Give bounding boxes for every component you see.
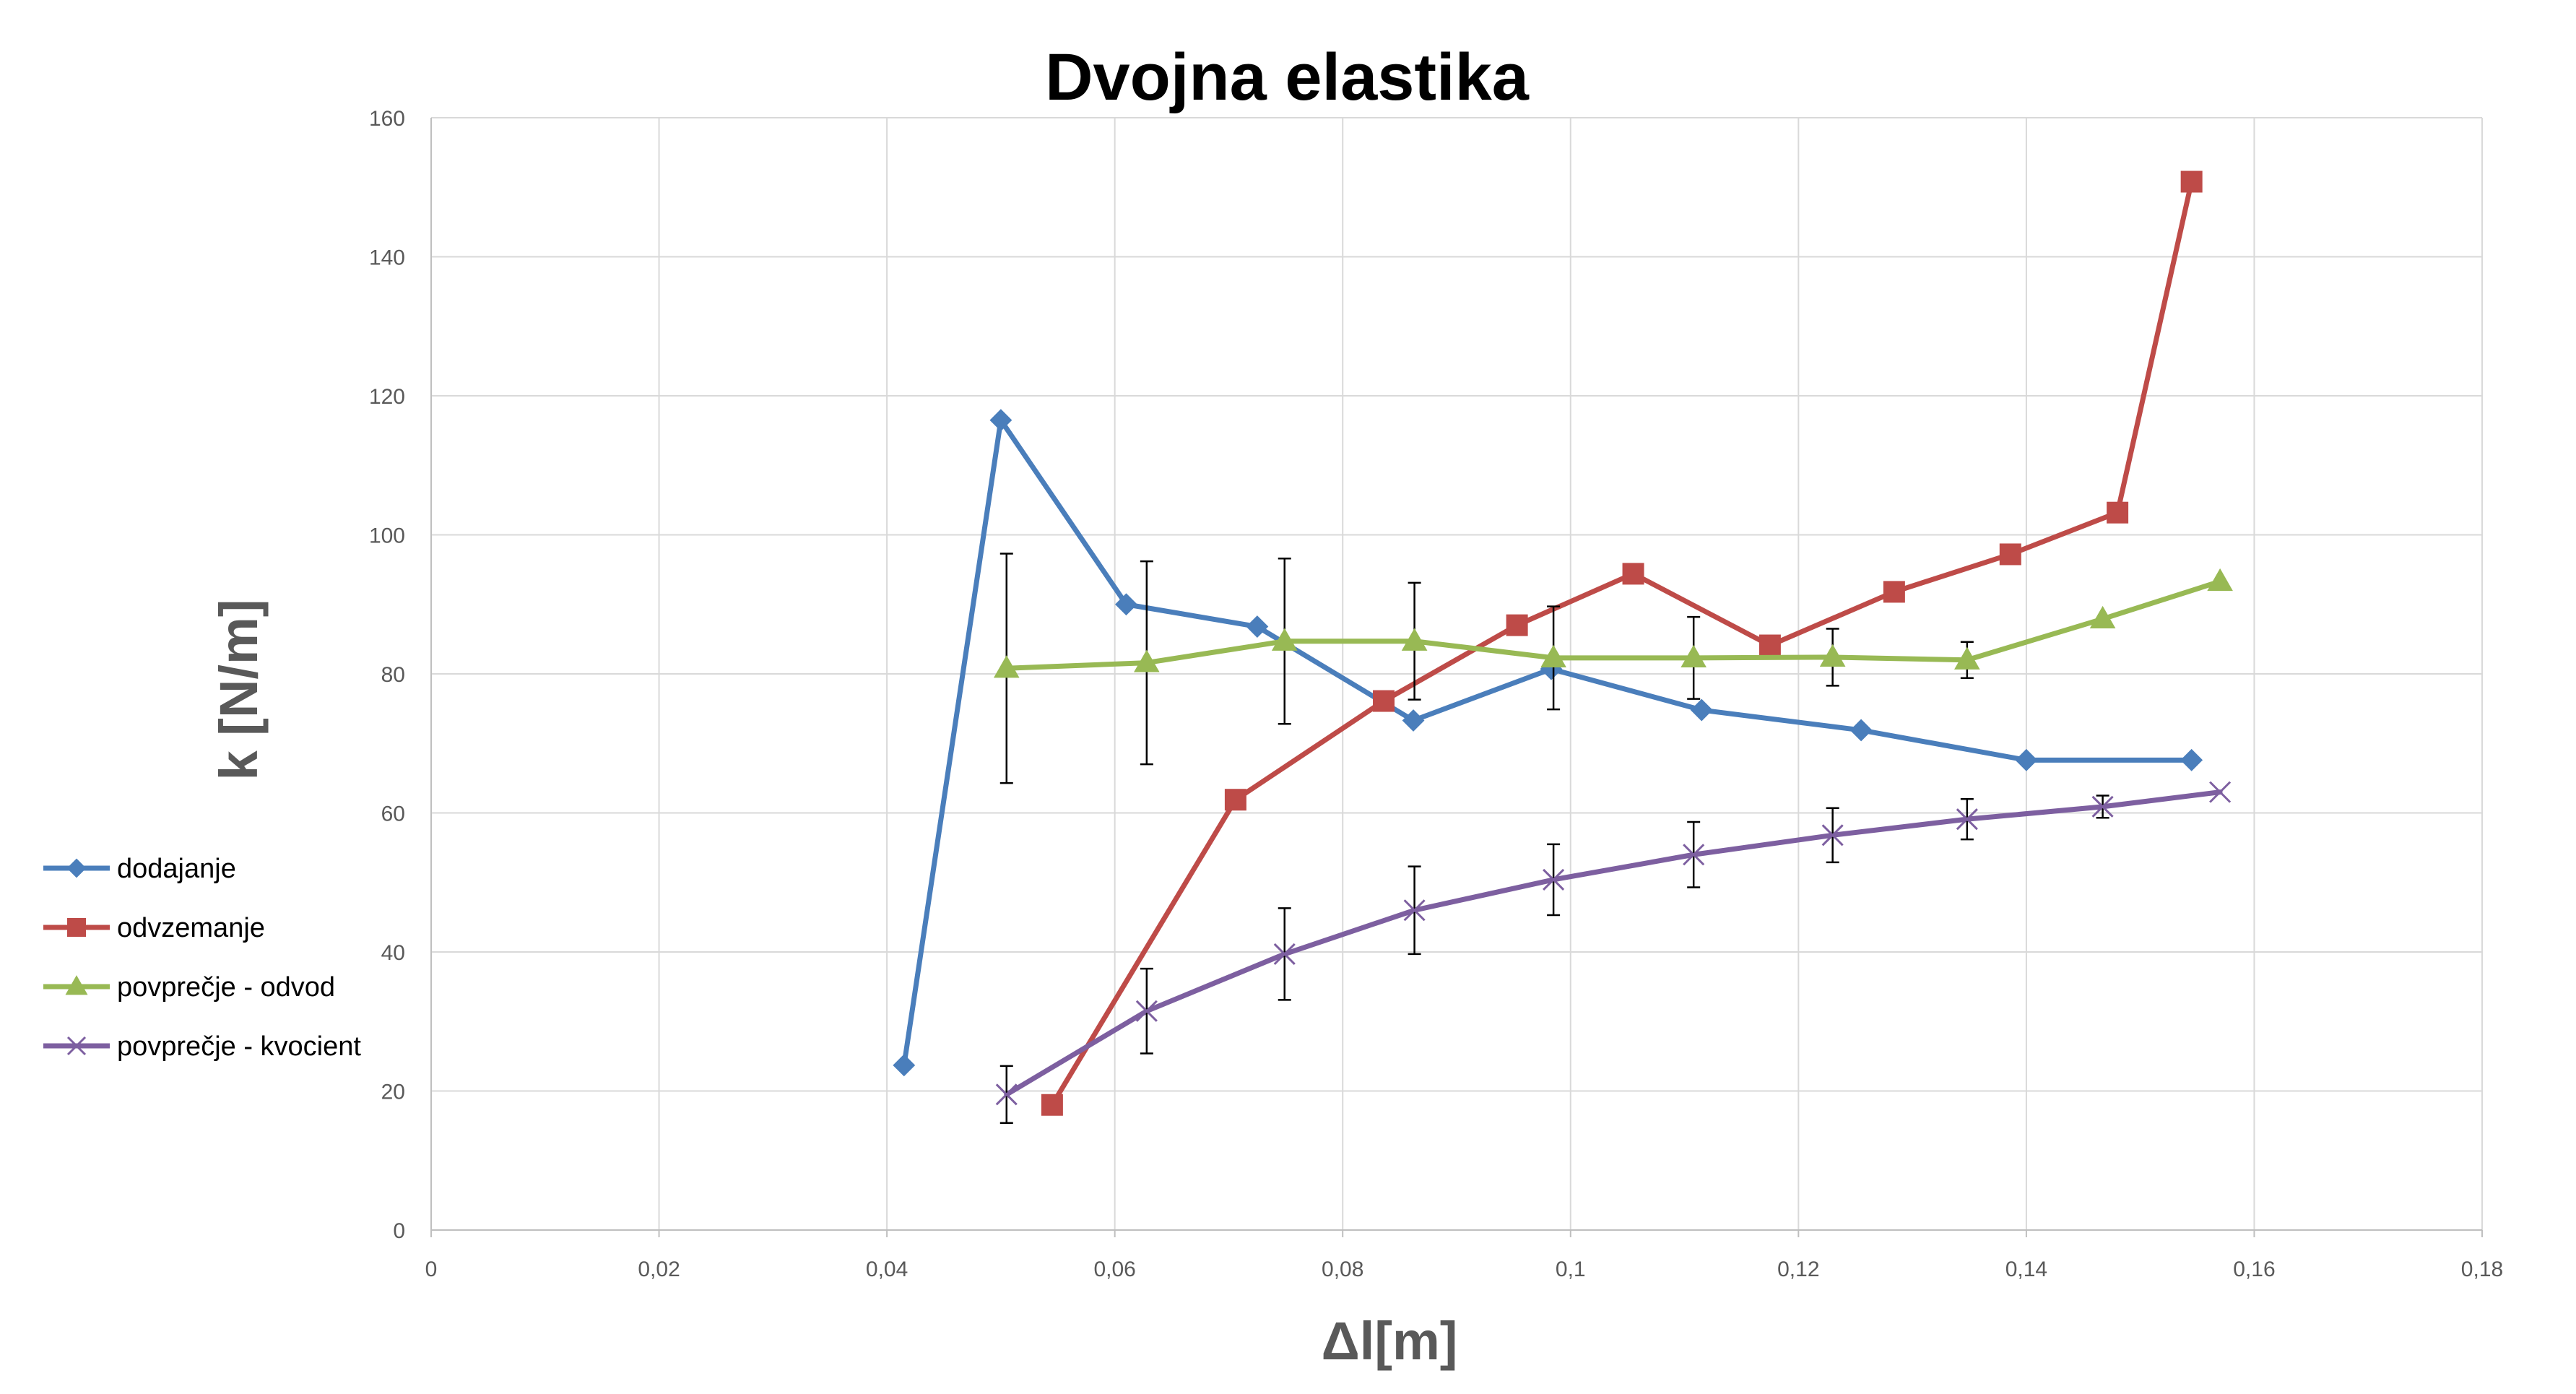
legend-item-3: povprečje - kvocient <box>43 1031 361 1062</box>
data-point <box>1115 593 1137 616</box>
data-point <box>1271 628 1298 651</box>
x-tick-label: 0 <box>425 1257 438 1281</box>
data-point <box>1403 899 1426 922</box>
data-point <box>1883 581 1905 603</box>
data-point <box>1690 698 1713 722</box>
legend-item-0: dodajanje <box>43 854 236 884</box>
data-point <box>1135 1000 1158 1022</box>
y-tick-label: 80 <box>381 663 405 687</box>
y-tick-label: 160 <box>369 107 405 131</box>
series-3 <box>995 781 2232 1125</box>
series-layer <box>893 170 2233 1125</box>
legend-marker <box>67 918 86 937</box>
data-point <box>2107 501 2129 524</box>
x-marker-stroke <box>1543 868 1565 891</box>
data-point <box>1506 614 1528 636</box>
data-point <box>1849 719 1873 742</box>
legend-label: odvzemanje <box>117 913 265 943</box>
legend-label: povprečje - kvocient <box>117 1031 361 1062</box>
x-marker-stroke <box>1821 824 1844 847</box>
data-point <box>1041 1094 1063 1116</box>
data-point <box>1681 644 1707 667</box>
y-tick-label: 40 <box>381 941 405 965</box>
legend-label: povprečje - odvod <box>117 972 335 1003</box>
data-point <box>1683 844 1705 866</box>
data-point <box>989 409 1012 432</box>
data-point <box>2207 568 2233 592</box>
x-tick-label: 0,06 <box>1093 1257 1135 1281</box>
x-marker-stroke <box>1683 844 1705 866</box>
data-point <box>2180 748 2203 771</box>
x-tick-label: 0,16 <box>2233 1257 2275 1281</box>
legend: dodajanje odvzemanje povprečje - odvod povp… <box>43 854 361 1062</box>
series-line <box>1004 789 2223 1097</box>
legend-marker <box>65 975 88 995</box>
series-line <box>901 417 2195 1068</box>
x-marker-stroke <box>2209 781 2232 803</box>
data-point <box>1134 649 1160 672</box>
data-point <box>2089 605 2116 629</box>
y-tick-label: 140 <box>369 246 405 270</box>
data-point <box>1956 808 1978 831</box>
x-marker-stroke <box>1956 808 1978 831</box>
x-tick-label: 0,12 <box>1777 1257 1819 1281</box>
data-point <box>1758 634 1781 657</box>
x-marker-stroke <box>1273 943 1296 965</box>
y-tick-label: 0 <box>393 1219 405 1243</box>
y-tick-label: 20 <box>381 1081 405 1104</box>
data-point <box>1819 644 1846 667</box>
x-tick-label: 0,04 <box>866 1257 908 1281</box>
legend-marker <box>66 858 87 878</box>
data-point <box>1540 644 1566 667</box>
data-point <box>1402 709 1425 732</box>
data-point <box>893 1054 916 1077</box>
legend-marker <box>66 1036 87 1056</box>
legend-item-1: odvzemanje <box>43 913 265 943</box>
data-point <box>2180 170 2203 193</box>
data-point <box>993 655 1020 678</box>
x-marker-stroke <box>66 1036 87 1056</box>
y-axis-title: k [N/m] <box>209 599 269 781</box>
data-point <box>1273 943 1296 965</box>
x-tick-label: 0,14 <box>2005 1257 2047 1281</box>
data-point <box>2209 781 2232 803</box>
y-tick-label: 60 <box>381 802 405 826</box>
data-point <box>995 1083 1018 1106</box>
x-axis-title: Δl[m] <box>1322 1311 1458 1371</box>
data-point <box>1999 543 2021 566</box>
x-tick-label: 0,02 <box>638 1257 680 1281</box>
x-tick-label: 0,18 <box>2461 1257 2503 1281</box>
y-tick-label: 120 <box>369 385 405 409</box>
data-point <box>1622 563 1644 585</box>
data-point <box>1543 868 1565 891</box>
legend-item-2: povprečje - odvod <box>43 972 335 1003</box>
data-point <box>2091 795 2114 818</box>
series-2 <box>993 553 2233 784</box>
x-marker-stroke <box>1135 1000 1158 1022</box>
series-line <box>1049 179 2195 1108</box>
data-point <box>1373 690 1395 712</box>
data-point <box>1821 824 1844 847</box>
series-line <box>1004 579 2223 671</box>
legend-label: dodajanje <box>117 854 236 884</box>
data-point <box>1954 646 1980 670</box>
series-0 <box>893 409 2203 1077</box>
x-tick-label: 0,1 <box>1556 1257 1586 1281</box>
chart-title: Dvojna elastika <box>1045 40 1530 114</box>
data-point <box>1401 628 1428 651</box>
data-point <box>1224 789 1246 811</box>
y-tick-label: 100 <box>369 524 405 548</box>
x-marker-stroke <box>995 1083 1018 1106</box>
x-marker-stroke <box>1403 899 1426 922</box>
data-point <box>2015 748 2038 771</box>
axis-layer: 0 20 40 60 80 100 120 140 160 0 0,02 0,04 0,06 0,08 0,… <box>369 107 2503 1281</box>
x-marker-stroke <box>2091 795 2114 818</box>
data-point <box>1246 615 1269 638</box>
x-tick-label: 0,08 <box>1322 1257 1363 1281</box>
